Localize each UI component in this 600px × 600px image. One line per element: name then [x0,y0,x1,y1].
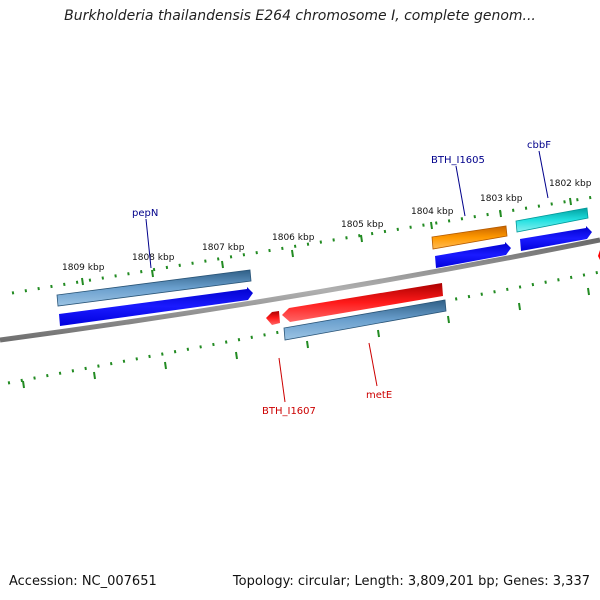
kbp-label-1805: 1805 kbp [341,220,384,230]
reverse-features [266,250,600,341]
label-leaders [145,150,549,403]
kbp-label-1808: 1808 kbp [132,253,175,263]
pepN-feature-bar[interactable] [56,269,252,307]
inner-major-ticks [22,287,590,389]
kbp-label-1806: 1806 kbp [272,233,315,243]
outer-tick-track [11,194,600,295]
genome-summary-text: Topology: circular; Length: 3,809,201 bp… [232,574,590,589]
gene-label-cbbF[interactable]: cbbF [527,140,551,151]
BTH_I1605-cds-arrow[interactable] [435,242,511,268]
inner-tick-track [7,270,600,389]
kbp-label-1802: 1802 kbp [549,179,592,189]
BTH_I1607-leader [278,357,286,403]
outer-major-ticks [81,197,572,286]
outer-tick-dots [11,194,600,295]
pepN-cds-arrow[interactable] [59,287,253,326]
metE-feature-bar[interactable] [283,299,447,341]
kbp-label-1807: 1807 kbp [202,243,245,253]
pepN-leader [145,218,152,269]
cbbF-cds-arrow[interactable] [520,226,592,251]
BTH_I1605-feature-bar[interactable] [431,225,508,250]
accession-text: Accession: NC_007651 [9,574,157,589]
kbp-labels: 1809 kbp 1808 kbp 1807 kbp 1806 kbp 1805… [62,179,592,273]
map-title: Burkholderia thailandensis E264 chromoso… [64,8,536,24]
gene-label-BTH_I1607[interactable]: BTH_I1607 [262,406,316,417]
gene-label-pepN[interactable]: pepN [132,208,158,219]
BTH_I1605-leader [455,165,466,217]
gene-label-BTH_I1605[interactable]: BTH_I1605 [431,155,485,166]
kbp-label-1809: 1809 kbp [62,263,105,273]
cbbF-leader [538,150,549,199]
gene-label-metE[interactable]: metE [366,390,392,401]
metE-leader [368,342,378,387]
kbp-label-1803: 1803 kbp [480,194,523,204]
cbbF-feature-bar[interactable] [515,207,589,233]
kbp-label-1804: 1804 kbp [411,207,454,217]
metE-cds-arrow[interactable] [282,283,443,322]
forward-features [56,207,592,326]
genome-backbone [0,237,600,343]
gene-labels: pepN BTH_I1605 cbbF BTH_I1607 metE [132,140,551,417]
BTH_I1607-cds-arrow[interactable] [266,311,280,325]
